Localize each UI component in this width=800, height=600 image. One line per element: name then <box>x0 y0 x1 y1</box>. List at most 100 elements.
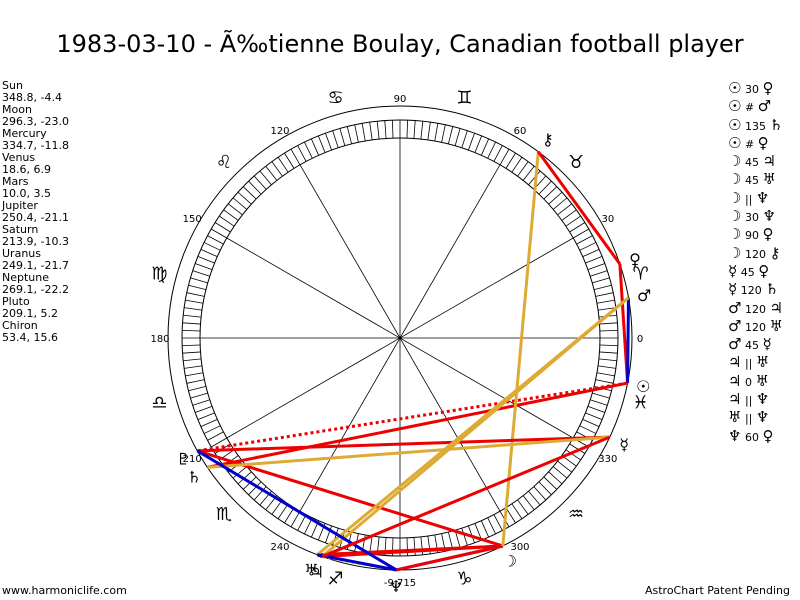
aspect-planet-1-glyph: ♂ <box>728 298 742 317</box>
degree-tick <box>361 123 366 142</box>
footer-patent: AstroChart Patent Pending <box>644 584 790 597</box>
degree-tick <box>480 138 490 156</box>
planet-position-list: Sun 348.8, -4.4 Moon 296.3, -23.0 Mercury 334… <box>2 80 69 344</box>
zodiac-sign-icon: ♉ <box>568 152 584 173</box>
degree-label-240: 240 <box>270 542 289 553</box>
degree-tick <box>557 460 573 473</box>
aspect-planet-1-glyph: ☽ <box>728 243 742 262</box>
degree-tick <box>186 379 205 384</box>
degree-tick <box>339 128 346 146</box>
body-glyph-chiron-icon: ⚷ <box>542 130 554 149</box>
degree-tick <box>597 307 616 311</box>
planet-name-moon: Moon <box>2 103 32 116</box>
aspect-row: ☽ 45 ♃ <box>728 153 800 171</box>
degree-tick <box>552 197 568 210</box>
aspect-line <box>196 449 504 548</box>
body-glyph-pluto-icon: ♇ <box>176 450 190 469</box>
degree-tick <box>182 351 201 354</box>
aspect-symbol: 45 <box>741 156 763 170</box>
degree-tick <box>346 126 353 145</box>
aspect-planet-2-glyph: ♅ <box>762 170 776 189</box>
aspect-planet-1-glyph: ♅ <box>728 408 742 427</box>
degree-tick <box>413 120 416 139</box>
degree-tick <box>561 209 577 221</box>
zodiac-sign-icon: ♒ <box>568 504 584 525</box>
degree-tick <box>369 122 373 141</box>
planet-coords-mercury: 334.7, -11.8 <box>2 139 69 152</box>
zodiac-sign-icon: ♓ <box>632 392 648 413</box>
degree-tick <box>188 385 207 392</box>
degree-tick <box>474 135 483 153</box>
planet-coords-mars: 10.0, 3.5 <box>2 187 51 200</box>
aspect-planet-1-glyph: ♆ <box>728 426 742 445</box>
aspect-planet-2-glyph: ♀ <box>762 225 774 244</box>
degree-tick <box>211 228 227 239</box>
aspect-symbol: 120 <box>741 320 770 334</box>
aspect-symbol: 0 <box>741 375 756 389</box>
degree-tick <box>461 528 468 546</box>
aspect-planet-2-glyph: ♅ <box>755 371 769 390</box>
planet-coords-neptune: 269.1, -22.2 <box>2 283 69 296</box>
degree-tick <box>185 299 204 304</box>
degree-tick <box>227 203 243 216</box>
aspect-line <box>626 297 630 384</box>
aspect-planet-1-glyph: ♃ <box>728 371 742 390</box>
degree-tick <box>406 537 409 556</box>
aspect-symbol: || <box>741 412 756 426</box>
aspect-line <box>316 296 630 556</box>
degree-tick <box>582 418 600 428</box>
zodiac-sign-icon: ♌ <box>216 152 232 173</box>
zodiac-sign-icon: ♋ <box>327 87 343 108</box>
degree-tick <box>592 277 610 284</box>
degree-tick <box>587 263 605 270</box>
zodiac-sign-icon: ♏ <box>216 504 232 525</box>
body-glyph-mercury-icon: ☿ <box>619 435 629 454</box>
zodiac-sign-icon: ♎ <box>151 392 167 413</box>
degree-tick <box>528 170 541 186</box>
aspect-line <box>321 435 611 558</box>
aspect-planet-1-glyph: ☽ <box>728 170 742 189</box>
degree-tick <box>192 270 210 277</box>
aspect-planet-1-glyph: ♂ <box>728 335 742 354</box>
aspect-planet-1-glyph: ☽ <box>728 225 742 244</box>
aspect-planet-2-glyph: ♀ <box>757 133 769 152</box>
degree-tick <box>284 507 295 524</box>
aspect-row: ♅ || ♆ <box>728 409 800 427</box>
degree-tick <box>290 511 301 527</box>
degree-tick <box>441 124 446 143</box>
aspect-list: ☉ 30 ♀ ☉ # ♂ ☉ 135 ♄ ☉ # ♀ ☽ 45 ♃ ☽ 45 ♅ ☽ || … <box>728 79 800 446</box>
degree-tick <box>447 531 454 550</box>
degree-tick <box>200 248 218 258</box>
degree-tick <box>596 299 615 304</box>
aspect-planet-1-glyph: ☽ <box>728 152 742 171</box>
aspect-planet-2-glyph: ♆ <box>755 390 770 409</box>
aspect-planet-2-glyph: ♄ <box>769 115 783 134</box>
planet-coords-saturn: 213.9, -10.3 <box>2 235 69 248</box>
degree-label-90: 90 <box>394 94 407 105</box>
aspect-planet-1-glyph: ☽ <box>728 207 742 226</box>
aspect-planet-2-glyph: ♃ <box>762 152 776 171</box>
degree-tick <box>468 525 475 543</box>
aspect-row: ☉ 30 ♀ <box>728 79 800 98</box>
degree-tick <box>557 203 573 216</box>
degree-tick <box>207 431 224 441</box>
degree-tick <box>183 314 202 318</box>
degree-tick <box>596 372 615 377</box>
aspect-row: ☽ 30 ♆ <box>728 207 800 226</box>
aspect-planet-1-glyph: ☉ <box>728 79 742 97</box>
degree-tick <box>599 351 618 354</box>
aspect-planet-1-glyph: ☽ <box>728 188 742 207</box>
degree-tick <box>271 161 283 177</box>
aspect-symbol: || <box>741 357 756 371</box>
aspect-line <box>207 435 610 469</box>
body-glyph-sun-icon: ☉ <box>636 377 650 396</box>
aspect-line <box>396 544 504 572</box>
aspect-line <box>197 435 610 453</box>
degree-tick <box>579 425 597 434</box>
degree-tick <box>184 307 203 311</box>
degree-tick <box>487 141 496 159</box>
aspect-planet-2-glyph: ☿ <box>762 335 772 354</box>
planet-coords-pluto: 209.1, 5.2 <box>2 307 58 320</box>
planet-coords-uranus: 249.1, -21.7 <box>2 259 69 272</box>
aspect-line <box>317 544 503 557</box>
